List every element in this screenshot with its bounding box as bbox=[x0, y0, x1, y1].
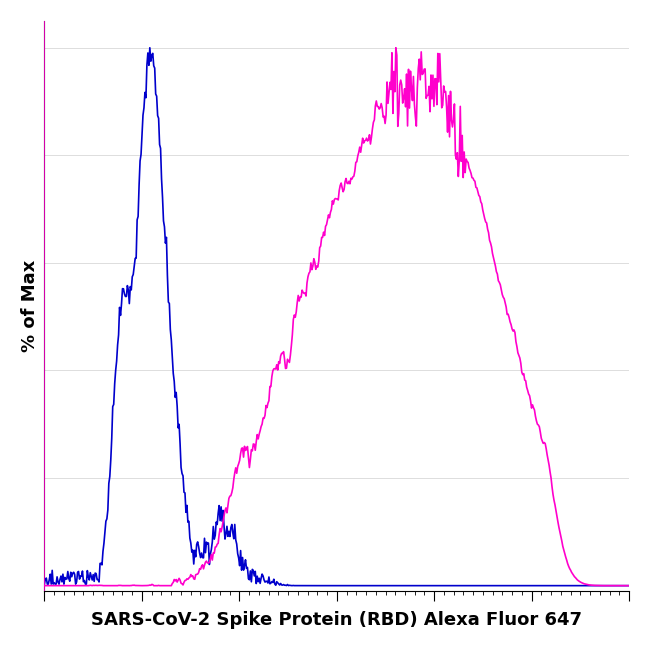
X-axis label: SARS-CoV-2 Spike Protein (RBD) Alexa Fluor 647: SARS-CoV-2 Spike Protein (RBD) Alexa Flu… bbox=[91, 611, 582, 629]
Y-axis label: % of Max: % of Max bbox=[21, 260, 39, 352]
